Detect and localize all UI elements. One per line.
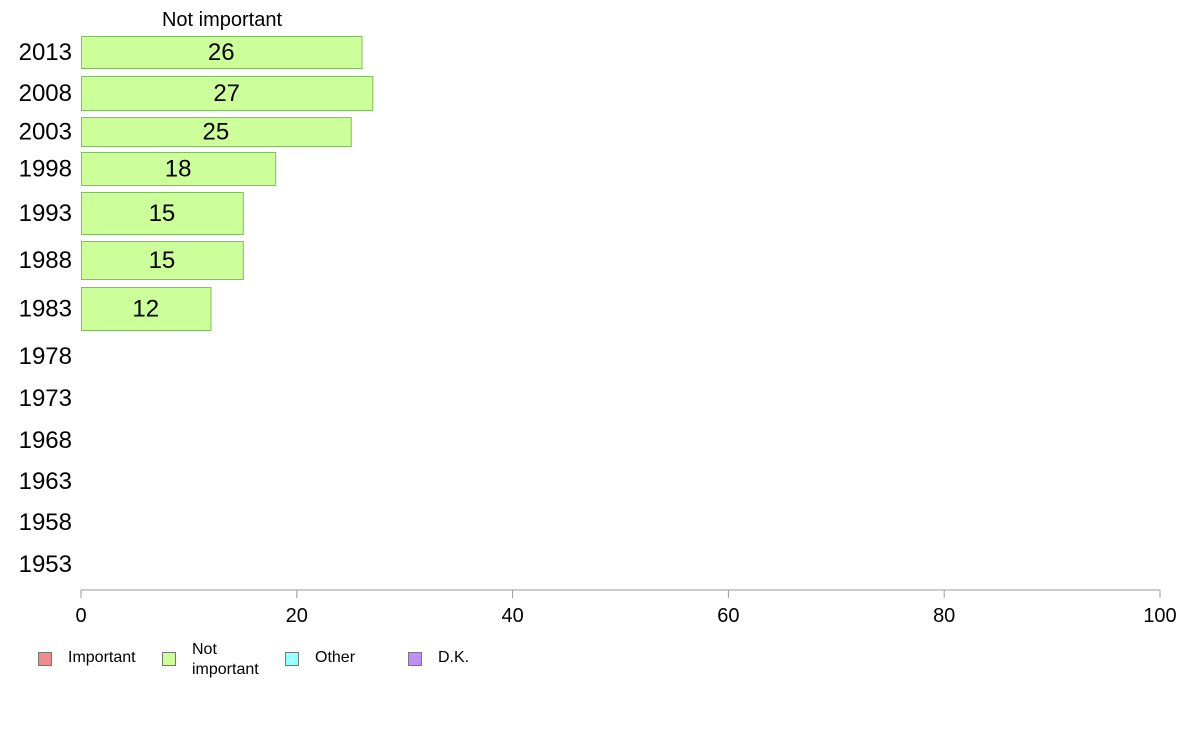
bar-value-2003: 25 — [203, 119, 230, 146]
legend-item-dk: D.K. — [408, 640, 469, 668]
bar-value-2013: 26 — [208, 39, 235, 66]
x-tick-label-60: 60 — [717, 605, 739, 627]
panel-title: Not important — [162, 9, 282, 31]
legend-item-important: Important — [38, 640, 136, 668]
x-axis-ticks: 0 20 40 60 80 100 — [75, 590, 1177, 627]
legend-label-important: Important — [68, 649, 136, 666]
bar-2008 — [81, 76, 374, 111]
year-label-2013: 2013 — [19, 39, 72, 66]
year-labels: 2013 2008 2003 1998 1993 1988 1983 1978 1973 1968… — [19, 39, 72, 578]
bar-2013 — [81, 36, 363, 69]
legend-label-not-important: Not important — [192, 640, 282, 680]
year-label-1973: 1973 — [19, 385, 72, 412]
legend-label-line-2: important — [192, 661, 259, 678]
year-label-1968: 1968 — [19, 427, 72, 454]
year-label-1953: 1953 — [19, 551, 72, 578]
bar-1998 — [81, 152, 277, 186]
bar-value-1993: 15 — [149, 200, 176, 227]
bar-value-1988: 15 — [149, 247, 176, 274]
legend-swatch-dk — [408, 652, 422, 666]
bar-value-2008: 27 — [213, 80, 240, 107]
bar-value-1983: 12 — [132, 296, 159, 323]
legend-item-other: Other — [285, 640, 355, 668]
bar-2003 — [81, 117, 352, 147]
bar-1993 — [81, 192, 244, 235]
x-tick-label-0: 0 — [75, 605, 86, 627]
x-tick-label-40: 40 — [501, 605, 523, 627]
year-label-2008: 2008 — [19, 80, 72, 107]
bars-layer: 26 27 25 18 15 15 12 — [81, 36, 374, 331]
legend-label-dk: D.K. — [438, 649, 470, 666]
legend-label-other: Other — [315, 649, 356, 666]
x-tick-label-100: 100 — [1143, 605, 1176, 627]
legend-swatch-other — [285, 652, 299, 666]
year-label-1993: 1993 — [19, 200, 72, 227]
year-label-1963: 1963 — [19, 468, 72, 495]
year-label-1978: 1978 — [19, 343, 72, 370]
year-label-1998: 1998 — [19, 156, 72, 183]
legend-item-not-important: Not important — [162, 640, 282, 680]
year-label-1988: 1988 — [19, 247, 72, 274]
legend-swatch-not-important — [162, 652, 176, 666]
year-label-2003: 2003 — [19, 119, 72, 146]
year-label-1958: 1958 — [19, 509, 72, 536]
bar-1983 — [81, 287, 212, 331]
bar-1988 — [81, 241, 244, 280]
year-label-1983: 1983 — [19, 296, 72, 323]
legend-label-line-1: Not — [192, 641, 217, 658]
legend-swatch-important — [38, 652, 52, 666]
bar-value-1998: 18 — [165, 156, 192, 183]
x-tick-label-80: 80 — [933, 605, 955, 627]
x-tick-label-20: 20 — [286, 605, 308, 627]
